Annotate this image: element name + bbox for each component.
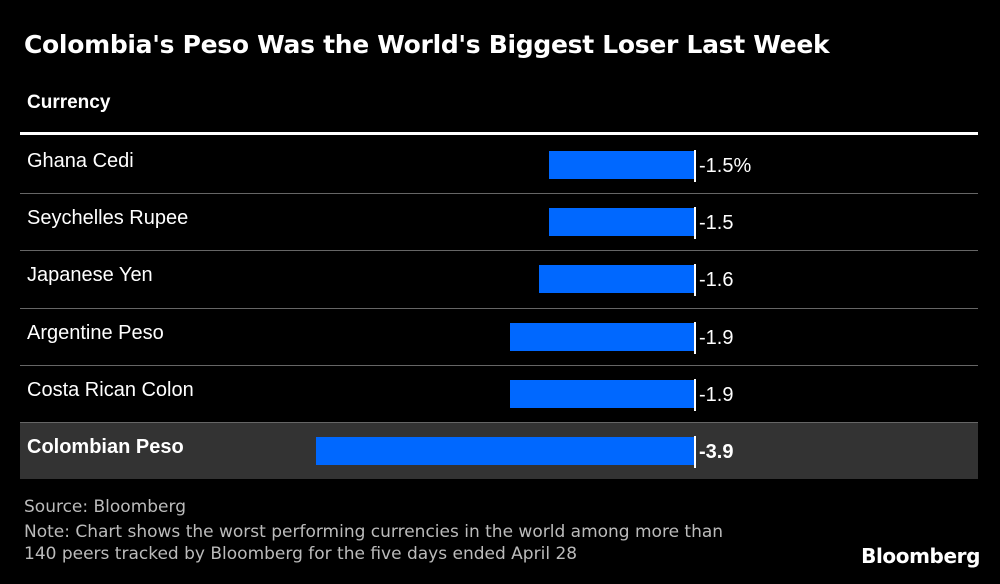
zero-baseline [694, 264, 696, 297]
bar-seychelles-rupee [548, 208, 694, 237]
category-label-seychelles-rupee: Seychelles Rupee [27, 207, 189, 230]
category-label-argentine-peso: Argentine Peso [27, 321, 164, 344]
zero-baseline [694, 436, 696, 468]
bar-ghana-cedi [548, 151, 694, 179]
value-label-ghana-cedi: -1.5% [699, 155, 752, 177]
value-label-seychelles-rupee: -1.5 [699, 212, 734, 235]
note-line-2: 140 peers tracked by Bloomberg for the f… [24, 544, 578, 564]
row-separator [20, 193, 978, 195]
bar-japanese-yen [538, 265, 694, 294]
row-separator [20, 307, 978, 309]
zero-baseline [694, 321, 696, 354]
category-label-colombian-peso: Colombian Peso [27, 436, 184, 458]
bar-colombian-peso [315, 437, 694, 465]
bar-argentine-peso [509, 322, 694, 351]
row-separator [20, 364, 978, 366]
category-label-japanese-yen: Japanese Yen [27, 264, 153, 287]
row-separator [20, 422, 978, 423]
value-label-argentine-peso: -1.9 [699, 326, 734, 349]
zero-baseline [694, 207, 696, 240]
column-header-currency: Currency [27, 92, 111, 113]
bloomberg-logo: Bloomberg [861, 544, 980, 568]
chart-title: Colombia's Peso Was the World's Biggest … [24, 30, 830, 59]
category-label-ghana-cedi: Ghana Cedi [27, 150, 134, 172]
source-text: Source: Bloomberg [24, 497, 186, 517]
value-label-colombian-peso: -3.9 [699, 441, 734, 463]
row-separator [20, 250, 978, 252]
category-label-costa-rican-colon: Costa Rican Colon [27, 378, 194, 401]
zero-baseline [694, 150, 696, 182]
header-rule [20, 132, 978, 135]
value-label-costa-rican-colon: -1.9 [699, 383, 734, 406]
bar-costa-rican-colon [509, 379, 694, 408]
note-line-1: Note: Chart shows the worst performing c… [24, 522, 724, 542]
value-label-japanese-yen: -1.6 [699, 269, 734, 292]
zero-baseline [694, 378, 696, 411]
